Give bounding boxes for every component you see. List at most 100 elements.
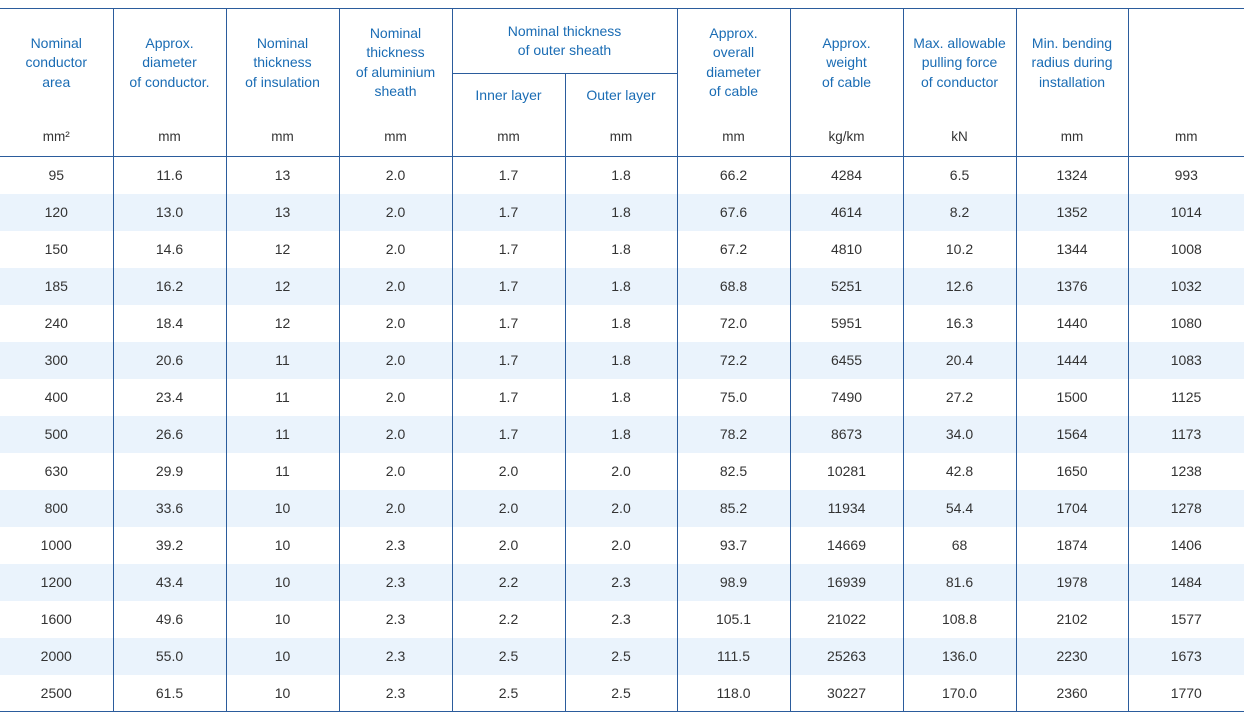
table-cell: 20.4 [903, 341, 1017, 379]
table-cell: 10 [226, 674, 340, 712]
table-cell: 30227 [790, 674, 904, 712]
table-cell: 14.6 [113, 230, 227, 268]
table-cell: 2.5 [565, 637, 678, 675]
table-cell: 2.0 [565, 489, 678, 527]
table-cell: 81.6 [903, 563, 1017, 601]
table-cell: 1.7 [452, 267, 566, 305]
table-cell: 95 [0, 156, 114, 194]
table-cell: 118.0 [677, 674, 791, 712]
table-cell: 1125 [1171, 389, 1202, 405]
table-cell: 1650 [1016, 452, 1129, 490]
unit-cell: kg/km [790, 116, 904, 157]
table-cell: 1600 [0, 600, 114, 638]
table-cell: 68.8 [677, 267, 791, 305]
table-cell: 10 [226, 526, 340, 564]
table-cell: 10 [226, 637, 340, 675]
table-cell: 2.3 [339, 563, 453, 601]
table-cell: 1014 [1128, 193, 1245, 231]
table-cell: 1.7 [452, 415, 566, 453]
table-cell: 1080 [1170, 315, 1202, 331]
table-cell: 2.0 [339, 341, 453, 379]
table-cell: 6.5 [903, 156, 1017, 194]
table-cell: 2.5 [452, 637, 566, 675]
table-cell: 2.2 [452, 563, 566, 601]
table-cell: 1444 [1016, 341, 1129, 379]
table-cell: 11.6 [113, 156, 227, 194]
table-cell: 2.0 [339, 156, 453, 194]
table-cell: 2.0 [339, 378, 453, 416]
table-cell: 105.1 [677, 600, 791, 638]
table-cell: 1978 [1016, 563, 1129, 601]
table-cell: 170.0 [903, 674, 1017, 712]
table-row: 300 20.6 11 2.0 1.7 1.8 72.2 6455 20.4 1444 1083 [0, 341, 1245, 379]
table-cell: 42.8 [903, 452, 1017, 490]
table-cell: 54.4 [903, 489, 1017, 527]
table-cell: 1238 [1170, 463, 1202, 479]
table-cell: 2.0 [452, 489, 566, 527]
table-cell: 1770 [1170, 684, 1202, 701]
table-cell: 2.0 [339, 415, 453, 453]
table-cell: 10.2 [903, 230, 1017, 268]
table-cell: 240 [0, 304, 114, 342]
unit-cell: mm [1016, 116, 1129, 157]
table-cell: 11 [226, 452, 340, 490]
table-cell: 2.0 [565, 452, 678, 490]
table-cell: 11 [226, 378, 340, 416]
unit-cell: mm [565, 116, 678, 157]
table-row: 120 13.0 13 2.0 1.7 1.8 67.6 4614 8.2 1352 1014 [0, 193, 1245, 231]
header-bending-radius: Min. bending radius during installation [1016, 8, 1129, 117]
table-cell: 12 [226, 230, 340, 268]
table-cell: 150 [0, 230, 114, 268]
table-cell: 2.0 [452, 452, 566, 490]
table-cell: 1440 [1016, 304, 1129, 342]
table-cell: 8673 [790, 415, 904, 453]
table-cell: 2.0 [339, 193, 453, 231]
table-cell: 1324 [1016, 156, 1129, 194]
unit-cell: mm [226, 116, 340, 157]
table-cell: 1484 [1128, 563, 1245, 601]
table-cell: 2.5 [565, 674, 678, 712]
table-cell: 1173 [1128, 415, 1245, 453]
table-cell: 1.8 [565, 415, 678, 453]
table-cell: 1.7 [452, 304, 566, 342]
table-cell: 2.0 [339, 452, 453, 490]
table-cell: 72.0 [677, 304, 791, 342]
table-cell: 7490 [790, 378, 904, 416]
table-row: 2500 61.5 10 2.3 2.5 2.5 118.0 30227 170.0 2360 17… [0, 674, 1244, 712]
table-cell: 120 [0, 193, 114, 231]
table-cell: 43.4 [113, 563, 227, 601]
table-cell: 85.2 [677, 489, 791, 527]
table-cell: 1406 [1170, 537, 1202, 553]
table-cell: 1704 [1016, 489, 1129, 527]
table-cell: 4284 [790, 156, 904, 194]
header-weight: Approx. weight of cable [790, 8, 904, 117]
table-cell: 108.8 [903, 600, 1017, 638]
table-cell: 16939 [790, 563, 904, 601]
table-cell: 5951 [790, 304, 904, 342]
table-cell: 25263 [790, 637, 904, 675]
table-cell: 1.8 [565, 267, 678, 305]
header-pulling-force: Max. allowable pulling force of conducto… [903, 8, 1017, 117]
header-last-column [1128, 9, 1244, 117]
table-cell: 78.2 [677, 415, 791, 453]
table-cell: 68 [903, 526, 1017, 564]
table-cell: 1008 [1170, 241, 1202, 257]
table-cell: 27.2 [903, 378, 1017, 416]
table-cell: 2.0 [339, 230, 453, 268]
table-cell: 4614 [790, 193, 904, 231]
table-cell: 10 [226, 563, 340, 601]
header-outer-sheath-group: Nominal thickness of outer sheath [452, 8, 678, 74]
table-cell: 2.3 [339, 526, 453, 564]
table-cell: 1.8 [565, 230, 678, 268]
unit-cell: mm [1175, 128, 1198, 144]
header-overall-diameter: Approx. overall diameter of cable [677, 8, 791, 117]
table-cell: 1032 [1128, 267, 1245, 305]
table-row: 1200 43.4 10 2.3 2.2 2.3 98.9 16939 81.6 1978 1484 [0, 563, 1245, 601]
table-cell: 1352 [1016, 193, 1129, 231]
unit-cell: kN [903, 116, 1017, 157]
unit-cell: mm [452, 116, 566, 157]
table-cell: 8.2 [903, 193, 1017, 231]
table-cell: 1083 [1128, 341, 1245, 379]
table-cell: 11934 [790, 489, 904, 527]
table-cell: 6455 [790, 341, 904, 379]
